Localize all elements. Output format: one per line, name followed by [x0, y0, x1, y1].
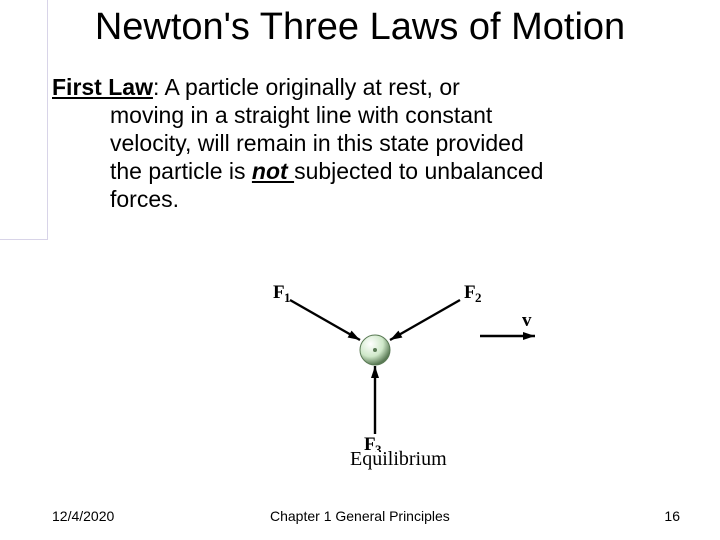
svg-text:1: 1: [284, 290, 291, 305]
first-law-paragraph: First Law: A particle originally at rest…: [0, 49, 720, 213]
first-law-line3: velocity, will remain in this state prov…: [52, 129, 672, 157]
footer-date: 12/4/2020: [52, 508, 114, 524]
svg-text:F: F: [464, 282, 476, 303]
first-law-not: not: [252, 158, 294, 184]
first-law-line2: moving in a straight line with constant: [52, 101, 672, 129]
svg-text:F: F: [273, 282, 285, 303]
first-law-line5: forces.: [52, 185, 672, 213]
equilibrium-diagram: F1F2F3v: [260, 282, 550, 472]
slide-corner-border: [0, 0, 48, 240]
svg-text:v: v: [522, 310, 532, 331]
first-law-line4: the particle is not subjected to unbalan…: [52, 157, 672, 185]
svg-text:2: 2: [475, 290, 482, 305]
first-law-line4a: the particle is: [110, 158, 252, 184]
first-law-tail1: : A particle originally at rest, or: [153, 74, 460, 100]
footer-page: 16: [664, 508, 680, 524]
diagram-caption: Equilibrium: [350, 448, 447, 471]
footer-chapter: Chapter 1 General Principles: [270, 508, 450, 524]
equilibrium-svg: F1F2F3v: [260, 282, 550, 452]
first-law-lead: First Law: [52, 74, 153, 100]
first-law-line4b: subjected to unbalanced: [294, 158, 543, 184]
page-title: Newton's Three Laws of Motion: [0, 0, 720, 49]
